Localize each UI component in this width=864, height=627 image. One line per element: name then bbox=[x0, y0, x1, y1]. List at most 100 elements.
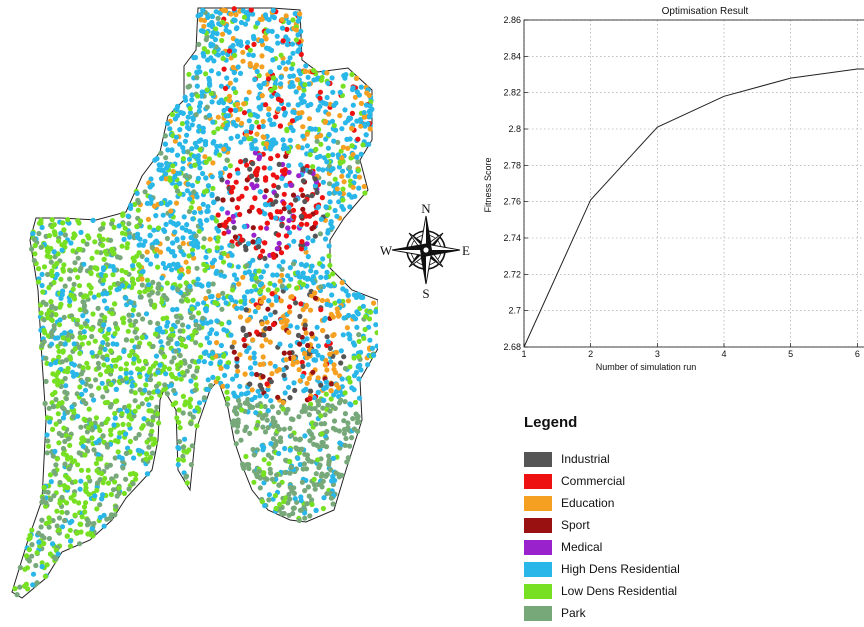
land-use-point bbox=[126, 221, 132, 227]
land-use-point bbox=[326, 190, 332, 196]
land-use-point bbox=[248, 288, 254, 294]
land-use-point bbox=[347, 364, 353, 370]
land-use-point bbox=[213, 218, 220, 224]
land-use-point bbox=[77, 307, 83, 313]
land-use-point bbox=[300, 192, 306, 198]
land-use-point bbox=[78, 521, 84, 528]
land-use-point bbox=[254, 131, 260, 137]
land-use-point bbox=[173, 313, 179, 319]
land-use-point bbox=[144, 396, 150, 402]
land-use-point bbox=[123, 337, 129, 343]
land-use-point bbox=[287, 309, 293, 315]
legend-item: Low Dens Residential bbox=[524, 580, 854, 602]
land-use-point bbox=[45, 315, 51, 321]
land-use-point bbox=[166, 366, 172, 372]
land-use-point bbox=[185, 149, 191, 155]
land-use-point bbox=[88, 383, 94, 389]
land-use-point bbox=[309, 497, 315, 503]
land-use-point bbox=[254, 371, 260, 378]
land-use-point bbox=[337, 160, 343, 166]
land-use-point bbox=[158, 349, 164, 355]
land-use-point bbox=[219, 306, 225, 312]
land-use-point bbox=[250, 239, 256, 245]
land-use-point bbox=[194, 194, 200, 200]
land-use-point bbox=[50, 541, 56, 547]
land-use-point bbox=[200, 129, 206, 135]
land-use-point bbox=[273, 505, 279, 512]
land-use-point bbox=[285, 273, 291, 279]
land-use-point bbox=[202, 350, 208, 356]
land-use-point bbox=[329, 292, 335, 298]
land-use-point bbox=[227, 262, 233, 268]
land-use-point bbox=[50, 453, 56, 459]
land-use-point bbox=[85, 365, 91, 371]
land-use-point bbox=[280, 137, 286, 143]
land-use-point bbox=[361, 114, 367, 120]
land-use-point bbox=[60, 445, 66, 452]
land-use-point bbox=[184, 368, 190, 374]
land-use-point bbox=[116, 434, 122, 440]
land-use-point bbox=[219, 177, 225, 183]
land-use-point bbox=[146, 292, 152, 298]
land-use-point bbox=[240, 8, 246, 14]
land-use-point bbox=[142, 189, 148, 195]
land-use-point bbox=[154, 326, 160, 333]
land-use-point bbox=[309, 501, 315, 507]
land-use-point bbox=[283, 66, 289, 72]
land-use-point bbox=[333, 127, 339, 133]
land-use-point bbox=[246, 269, 252, 275]
land-use-point bbox=[307, 307, 314, 313]
land-use-point bbox=[115, 439, 121, 445]
land-use-point bbox=[85, 474, 92, 480]
land-use-point bbox=[82, 509, 88, 515]
land-use-point bbox=[152, 331, 159, 337]
land-use-point bbox=[351, 355, 357, 361]
land-use-point bbox=[350, 152, 356, 158]
land-use-point bbox=[259, 415, 265, 421]
land-use-point bbox=[264, 417, 270, 423]
land-use-point bbox=[300, 373, 306, 379]
land-use-point bbox=[322, 362, 328, 368]
land-use-point bbox=[168, 371, 175, 377]
optimisation-chart: Optimisation Result 2.682.72.722.742.762… bbox=[483, 6, 864, 372]
land-use-point bbox=[162, 141, 168, 147]
land-use-point bbox=[280, 406, 286, 412]
land-use-point bbox=[203, 308, 209, 314]
land-use-point bbox=[17, 584, 23, 590]
land-use-point bbox=[36, 230, 42, 237]
land-use-point bbox=[44, 415, 51, 421]
land-use-point bbox=[85, 517, 91, 523]
land-use-point bbox=[56, 430, 62, 437]
land-use-point bbox=[78, 424, 84, 430]
land-use-point bbox=[144, 451, 150, 457]
land-use-point bbox=[67, 276, 73, 282]
land-use-point bbox=[295, 32, 301, 38]
land-use-point bbox=[358, 84, 364, 90]
land-use-point bbox=[211, 199, 217, 205]
land-use-point bbox=[294, 285, 300, 291]
land-use-point bbox=[290, 50, 296, 56]
land-use-point bbox=[319, 439, 325, 446]
land-use-point bbox=[245, 39, 251, 46]
land-use-point bbox=[272, 309, 278, 315]
land-use-point bbox=[77, 350, 83, 356]
land-use-point bbox=[257, 289, 263, 295]
land-use-point bbox=[77, 344, 83, 351]
land-use-point bbox=[115, 449, 121, 455]
land-use-point bbox=[95, 305, 101, 311]
land-use-point bbox=[324, 94, 330, 101]
land-use-point bbox=[292, 496, 298, 502]
land-use-point bbox=[328, 396, 334, 402]
land-use-point bbox=[43, 301, 49, 307]
land-use-point bbox=[71, 231, 77, 237]
land-use-point bbox=[244, 162, 250, 168]
land-use-point bbox=[204, 320, 210, 326]
land-use-point bbox=[290, 109, 296, 115]
land-use-point bbox=[140, 268, 146, 275]
chart-x-tick-label: 3 bbox=[655, 349, 660, 359]
land-use-point bbox=[174, 306, 180, 312]
land-use-point bbox=[249, 141, 255, 148]
land-use-point bbox=[44, 450, 50, 456]
land-use-point bbox=[220, 7, 226, 13]
land-use-point bbox=[66, 466, 72, 472]
